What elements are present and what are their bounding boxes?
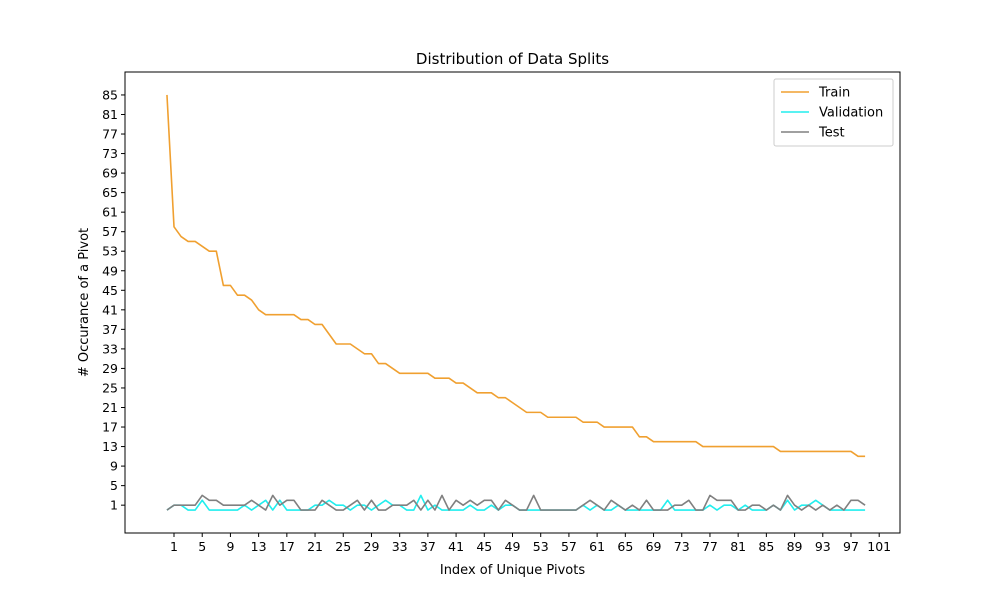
x-axis-label: Index of Unique Pivots — [440, 563, 585, 578]
x-tick-label: 29 — [364, 539, 380, 554]
legend-box — [773, 78, 894, 147]
y-tick-label: 61 — [102, 205, 118, 220]
x-tick-label: 53 — [533, 539, 549, 554]
legend-label-0: Train — [818, 86, 850, 101]
x-axis: 1 5 9 13 17 21 25 29 33 37 41 45 49 53 57 61 65 69 73 77 81 8… — [170, 533, 891, 554]
x-tick-label: 49 — [505, 539, 521, 554]
x-tick-label: 33 — [392, 539, 408, 554]
y-tick-label: 41 — [102, 302, 118, 317]
series-line-2 — [166, 494, 866, 511]
y-tick-label: 85 — [102, 87, 118, 102]
y-tick-label: 65 — [102, 185, 118, 200]
y-tick-label: 45 — [102, 283, 118, 298]
y-tick-label: 29 — [102, 361, 118, 376]
x-tick-label: 45 — [476, 539, 492, 554]
series-line-0 — [166, 94, 866, 458]
legend-label-1: Validation — [819, 106, 883, 121]
x-tick-label: 41 — [448, 539, 464, 554]
y-tick-label: 49 — [102, 263, 118, 278]
x-tick-label: 21 — [307, 539, 323, 554]
y-tick-label: 21 — [102, 400, 118, 415]
x-tick-label: 77 — [702, 539, 718, 554]
y-tick-label: 1 — [110, 498, 118, 513]
x-tick-label: 1 — [170, 539, 178, 554]
x-tick-label: 17 — [279, 539, 295, 554]
x-tick-label: 89 — [787, 539, 803, 554]
series-layer — [166, 94, 866, 511]
y-tick-label: 69 — [102, 166, 118, 181]
x-tick-label: 65 — [617, 539, 633, 554]
y-tick-label: 81 — [102, 107, 118, 122]
y-tick-label: 17 — [102, 420, 118, 435]
y-tick-label: 33 — [102, 341, 118, 356]
x-tick-label: 37 — [420, 539, 436, 554]
y-axis: 1 5 9 13 17 21 25 29 33 37 41 45 49 53 57 61 65 69 73 77 81 8… — [102, 87, 125, 513]
legend-label-2: Test — [818, 126, 845, 141]
y-tick-label: 25 — [102, 380, 118, 395]
legend: Train Validation Test — [773, 78, 894, 147]
x-tick-label: 73 — [674, 539, 690, 554]
x-tick-label: 25 — [335, 539, 351, 554]
x-tick-label: 57 — [561, 539, 577, 554]
chart-title: Distribution of Data Splits — [416, 50, 609, 68]
y-tick-label: 77 — [102, 127, 118, 142]
x-tick-label: 5 — [198, 539, 206, 554]
x-tick-label: 81 — [730, 539, 746, 554]
x-tick-label: 9 — [226, 539, 234, 554]
y-tick-label: 13 — [102, 439, 118, 454]
x-tick-label: 69 — [646, 539, 662, 554]
x-tick-label: 101 — [867, 539, 891, 554]
y-tick-label: 57 — [102, 224, 118, 239]
x-tick-label: 13 — [251, 539, 267, 554]
y-tick-label: 37 — [102, 322, 118, 337]
y-tick-label: 53 — [102, 244, 118, 259]
x-tick-label: 93 — [815, 539, 831, 554]
y-tick-label: 73 — [102, 146, 118, 161]
x-tick-label: 97 — [843, 539, 859, 554]
x-tick-label: 85 — [758, 539, 774, 554]
x-tick-label: 61 — [589, 539, 605, 554]
y-tick-label: 5 — [110, 478, 118, 493]
y-tick-label: 9 — [110, 459, 118, 474]
y-axis-label: # Occurance of a Pivot — [77, 228, 92, 377]
